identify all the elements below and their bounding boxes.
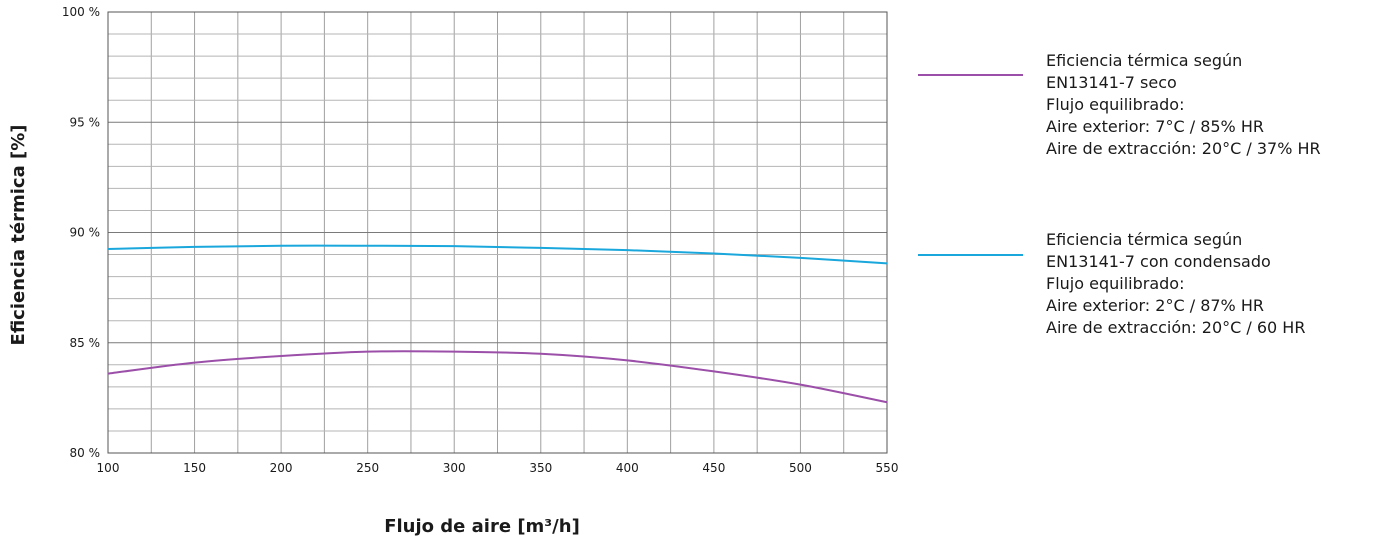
legend-line: Eficiencia térmica según: [1046, 51, 1243, 70]
x-tick-label: 200: [270, 461, 293, 475]
x-tick-label: 300: [443, 461, 466, 475]
legend-entry-seco: Eficiencia térmica según EN13141-7 seco …: [1046, 50, 1321, 160]
legend-swatch-condensado: [918, 254, 1023, 256]
x-axis-title: Flujo de aire [m³/h]: [384, 516, 580, 537]
y-tick-label: 85 %: [70, 336, 101, 350]
legend-swatch-seco: [918, 74, 1023, 76]
legend-line: Eficiencia térmica según: [1046, 230, 1243, 249]
legend-line: Flujo equilibrado:: [1046, 274, 1185, 293]
legend-line: Aire exterior: 2°C / 87% HR: [1046, 296, 1264, 315]
x-tick-label: 500: [789, 461, 812, 475]
x-tick-label: 100: [97, 461, 120, 475]
series-line-condensado: [107, 244, 888, 265]
series-layer: [107, 244, 888, 404]
x-tick-label: 350: [529, 461, 552, 475]
x-tick-label: 450: [702, 461, 725, 475]
x-tick-label: 150: [183, 461, 206, 475]
axes: [107, 11, 888, 454]
y-tick-label: 95 %: [70, 115, 101, 129]
legend-line: Flujo equilibrado:: [1046, 95, 1185, 114]
legend-line: Aire exterior: 7°C / 85% HR: [1046, 117, 1264, 136]
legend-line: Aire de extracción: 20°C / 60 HR: [1046, 318, 1306, 337]
legend-line: EN13141-7 seco: [1046, 73, 1177, 92]
x-tick-label: 400: [616, 461, 639, 475]
x-tick-label: 250: [356, 461, 379, 475]
plot-frame: [107, 11, 888, 454]
y-axis-title: Eficiencia térmica [%]: [8, 125, 29, 346]
y-tick-label: 80 %: [70, 446, 101, 460]
y-tick-label: 90 %: [70, 226, 101, 240]
legend-line: Aire de extracción: 20°C / 37% HR: [1046, 139, 1321, 158]
x-tick-label: 550: [876, 461, 899, 475]
grid: [107, 11, 888, 454]
y-tick-label: 100 %: [62, 5, 100, 19]
tick-labels: 100 150 200 250 300 350 400 450 500 550 80 % 85 % 90…: [62, 5, 899, 475]
legend-line: EN13141-7 con condensado: [1046, 252, 1271, 271]
series-line-seco: [107, 350, 888, 404]
legend-entry-condensado: Eficiencia térmica según EN13141-7 con c…: [1046, 229, 1305, 339]
